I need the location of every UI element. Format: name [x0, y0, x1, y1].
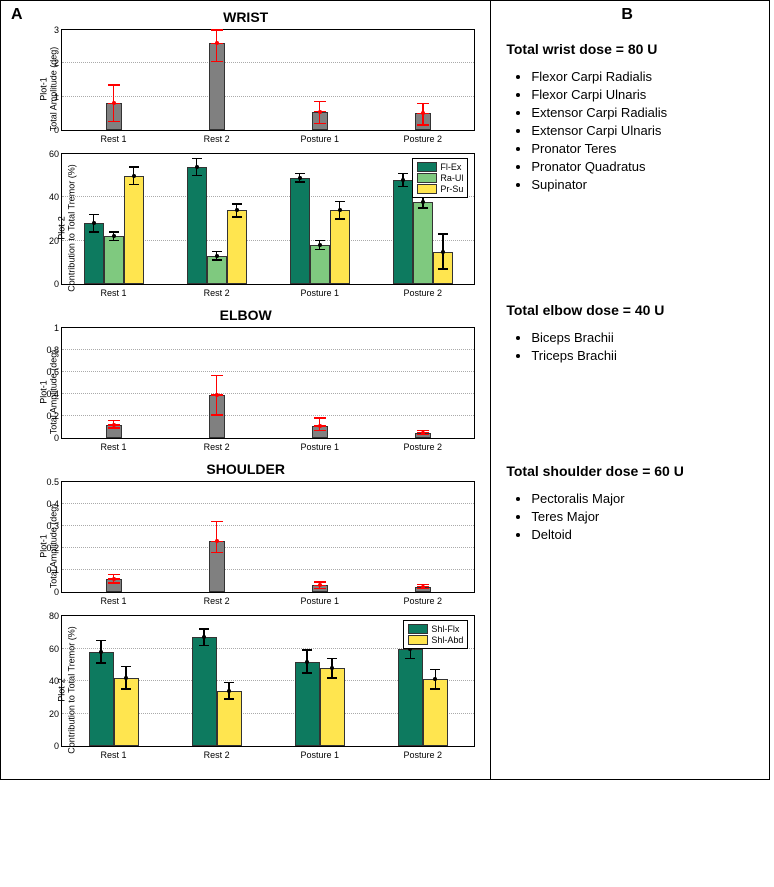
shoulder-contribution-chart: 020406080Shl-FlxShl-AbdRest 1Rest 2Postu… — [61, 615, 475, 747]
ylabel: Plot-2Contribution to Total Tremor (%) — [57, 626, 77, 753]
ylabel: Plot-1Total Amplitude (deg) — [38, 504, 58, 589]
ytick: 40 — [37, 676, 59, 686]
muscle-item: Teres Major — [531, 509, 754, 524]
muscle-item: Pectoralis Major — [531, 491, 754, 506]
xtick: Rest 2 — [204, 596, 230, 606]
contribution-bar — [192, 637, 217, 746]
contribution-bar — [330, 210, 350, 284]
wrist-contribution-chart: 0204060Fl-ExRa-UlPr-SuRest 1Rest 2Postur… — [61, 153, 475, 285]
wrist-title: WRIST — [1, 9, 490, 25]
contribution-bar — [398, 649, 423, 747]
elbow-muscle-list: Biceps Brachii Triceps Brachii — [506, 330, 754, 363]
elbow-dose-title: Total elbow dose = 40 U — [506, 302, 754, 318]
legend-label: Fl-Ex — [440, 162, 461, 172]
panel-a-label: A — [11, 6, 23, 24]
ytick: 40 — [37, 192, 59, 202]
ytick: 0 — [37, 587, 59, 597]
wrist-dose-section: Total wrist dose = 80 U Flexor Carpi Radi… — [506, 41, 754, 192]
ylabel: Plot-1Total Amplitude (deg) — [38, 47, 58, 132]
panel-b: B Total wrist dose = 80 U Flexor Carpi Ra… — [491, 1, 769, 779]
xtick: Posture 2 — [404, 750, 443, 760]
shoulder-title: SHOULDER — [1, 461, 490, 477]
muscle-item: Extensor Carpi Radialis — [531, 105, 754, 120]
xtick: Posture 2 — [404, 442, 443, 452]
xtick: Posture 2 — [404, 134, 443, 144]
ytick: 20 — [37, 709, 59, 719]
contribution-bar — [290, 178, 310, 284]
wrist-muscle-list: Flexor Carpi Radialis Flexor Carpi Ulnari… — [506, 69, 754, 192]
xtick: Posture 2 — [404, 596, 443, 606]
muscle-item: Extensor Carpi Ulnaris — [531, 123, 754, 138]
contribution-bar — [413, 202, 433, 284]
muscle-item: Triceps Brachii — [531, 348, 754, 363]
panel-a: A WRIST 0123Rest 1Rest 2Posture 1Posture … — [1, 1, 491, 779]
xtick: Posture 1 — [300, 134, 339, 144]
shoulder-dose-section: Total shoulder dose = 60 U Pectoralis Maj… — [506, 463, 754, 542]
contribution-bar — [124, 176, 144, 284]
xtick: Rest 1 — [101, 134, 127, 144]
muscle-item: Pronator Teres — [531, 141, 754, 156]
xtick: Posture 2 — [404, 288, 443, 298]
xtick: Posture 1 — [300, 442, 339, 452]
shoulder-muscle-list: Pectoralis Major Teres Major Deltoid — [506, 491, 754, 542]
ytick: 1 — [37, 323, 59, 333]
shoulder-dose-title: Total shoulder dose = 60 U — [506, 463, 754, 479]
legend: Shl-FlxShl-Abd — [403, 620, 468, 649]
contribution-bar — [104, 236, 124, 284]
legend-label: Pr-Su — [440, 184, 463, 194]
xtick: Posture 1 — [300, 750, 339, 760]
ytick: 20 — [37, 236, 59, 246]
ytick: 80 — [37, 611, 59, 621]
elbow-amplitude-chart: 00.20.40.60.81Rest 1Rest 2Posture 1Postu… — [61, 327, 475, 439]
legend: Fl-ExRa-UlPr-Su — [412, 158, 468, 198]
xtick: Rest 2 — [204, 134, 230, 144]
ytick: 0 — [37, 741, 59, 751]
xtick: Rest 1 — [101, 288, 127, 298]
xtick: Rest 1 — [101, 750, 127, 760]
muscle-item: Flexor Carpi Ulnaris — [531, 87, 754, 102]
xtick: Posture 1 — [300, 288, 339, 298]
muscle-item: Pronator Quadratus — [531, 159, 754, 174]
muscle-item: Supinator — [531, 177, 754, 192]
muscle-item: Biceps Brachii — [531, 330, 754, 345]
xtick: Rest 1 — [101, 442, 127, 452]
legend-label: Ra-Ul — [440, 173, 463, 183]
ytick: 60 — [37, 644, 59, 654]
muscle-item: Flexor Carpi Radialis — [531, 69, 754, 84]
legend-label: Shl-Flx — [431, 624, 459, 634]
ytick: 0 — [37, 279, 59, 289]
ylabel: Plot-1Total Amplitude (deg) — [38, 350, 58, 435]
contribution-bar — [393, 180, 413, 284]
xtick: Rest 1 — [101, 596, 127, 606]
elbow-title: ELBOW — [1, 307, 490, 323]
xtick: Rest 2 — [204, 288, 230, 298]
wrist-amplitude-chart: 0123Rest 1Rest 2Posture 1Posture 2 — [61, 29, 475, 131]
ytick: 0 — [37, 433, 59, 443]
ytick: 60 — [37, 149, 59, 159]
ytick: 3 — [37, 25, 59, 35]
elbow-dose-section: Total elbow dose = 40 U Biceps Brachii Tri… — [506, 302, 754, 363]
xtick: Rest 2 — [204, 442, 230, 452]
muscle-item: Deltoid — [531, 527, 754, 542]
contribution-bar — [187, 167, 207, 284]
xtick: Rest 2 — [204, 750, 230, 760]
xtick: Posture 1 — [300, 596, 339, 606]
contribution-bar — [89, 652, 114, 746]
wrist-dose-title: Total wrist dose = 80 U — [506, 41, 754, 57]
shoulder-amplitude-chart: 00.10.20.30.40.5Rest 1Rest 2Posture 1Pos… — [61, 481, 475, 593]
panel-b-label: B — [621, 6, 633, 24]
contribution-bar — [320, 668, 345, 746]
ylabel: Plot-2Contribution to Total Tremor (%) — [57, 164, 77, 291]
legend-label: Shl-Abd — [431, 635, 463, 645]
figure-container: A WRIST 0123Rest 1Rest 2Posture 1Posture … — [0, 0, 770, 780]
contribution-bar — [295, 662, 320, 747]
ytick: 0.5 — [37, 477, 59, 487]
contribution-bar — [310, 245, 330, 284]
contribution-bar — [227, 210, 247, 284]
